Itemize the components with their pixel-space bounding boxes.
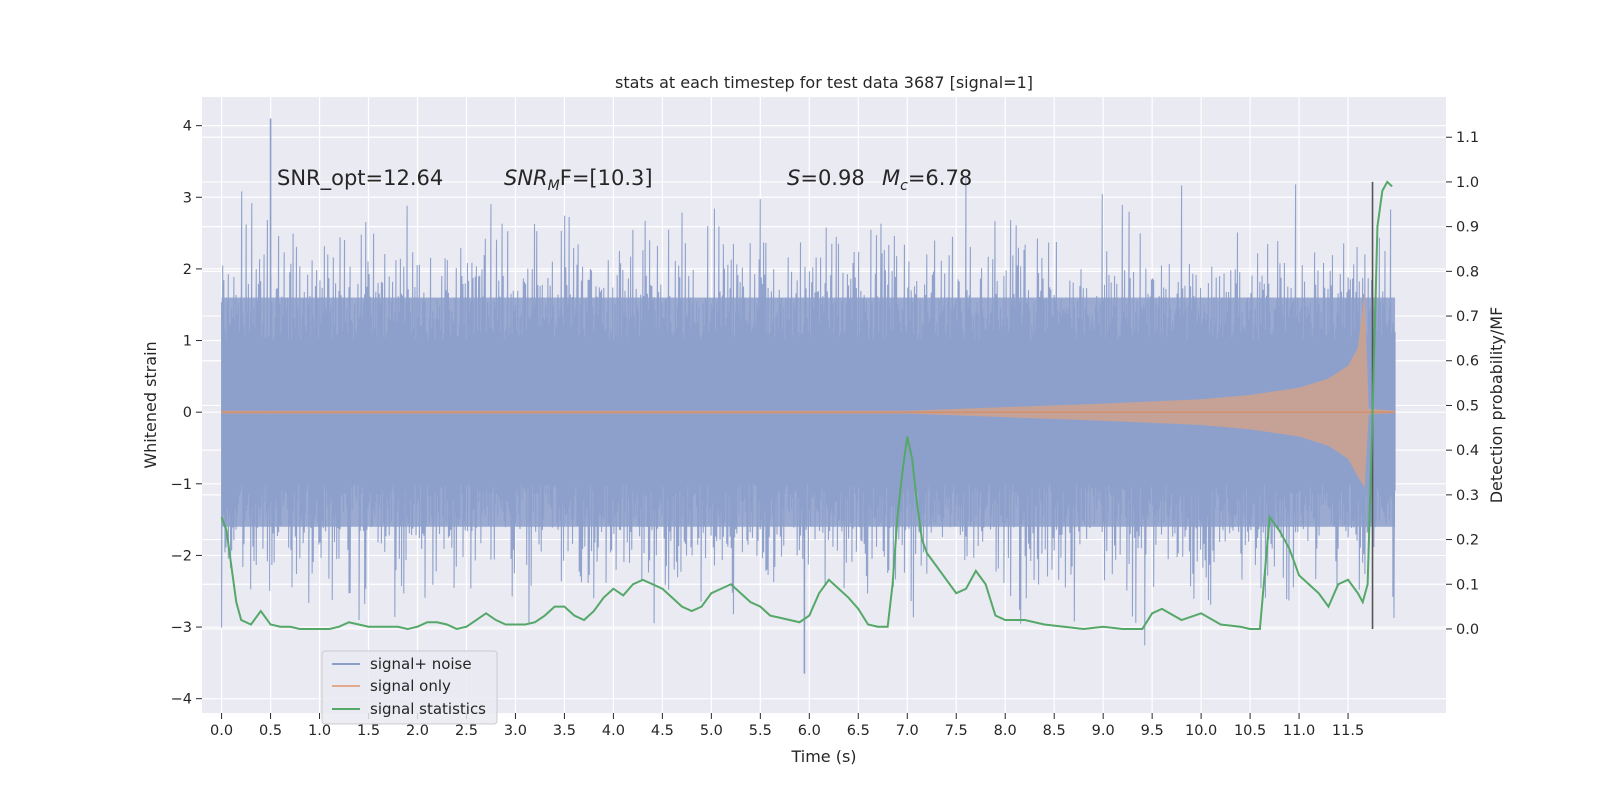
- x-tick-label: 11.5: [1332, 723, 1364, 739]
- annotation-snr-opt: SNR_opt=12.64: [277, 166, 443, 191]
- x-tick-label: 6.5: [847, 723, 870, 739]
- y-left-tick-label: 1: [183, 334, 192, 350]
- annotation-s-val: =0.98: [800, 166, 864, 190]
- annotation-mc-var: M: [882, 166, 900, 190]
- x-tick-label: 2.5: [455, 723, 478, 739]
- x-tick-label: 3.5: [553, 723, 576, 739]
- y-right-tick-label: 0.2: [1456, 533, 1479, 549]
- annotation-mc: Mc=6.78: [882, 166, 972, 194]
- y-left-tick-label: −1: [171, 477, 192, 493]
- series-signal-only: [221, 290, 1396, 488]
- legend-box: [321, 650, 498, 725]
- y-left-tick-label: −3: [171, 620, 192, 636]
- x-tick-label: 0.0: [210, 723, 233, 739]
- y-right-tick-label: 1.1: [1456, 130, 1479, 146]
- legend-label-signal-only: signal only: [370, 677, 451, 695]
- annotation-snr-mf-rest: F=[10.3]: [560, 166, 653, 190]
- x-tick-label: 8.5: [1043, 723, 1066, 739]
- y-right-tick-label: 0.0: [1456, 622, 1479, 638]
- y-left-tick-label: −2: [171, 548, 192, 564]
- annotation-snr-mf-main: SNR: [504, 166, 548, 190]
- annotation-mc-val: =6.78: [908, 166, 972, 190]
- annotation-mc-sub: c: [900, 178, 908, 194]
- x-tick-label: 10.5: [1234, 723, 1266, 739]
- y-left-tick-label: 0: [183, 405, 192, 421]
- y-right-tick-label: 0.3: [1456, 488, 1479, 504]
- x-tick-label: 7.5: [945, 723, 968, 739]
- x-tick-label: 1.0: [308, 723, 331, 739]
- annotation-snr-mf-sub: M: [548, 178, 560, 194]
- x-tick-label: 11.0: [1283, 723, 1315, 739]
- x-tick-label: 5.0: [700, 723, 723, 739]
- y-left-tick-label: 2: [183, 262, 192, 278]
- y-right-tick-label: 0.5: [1456, 398, 1479, 414]
- x-tick-label: 1.5: [357, 723, 380, 739]
- x-tick-label: 0.5: [259, 723, 282, 739]
- x-tick-label: 4.0: [602, 723, 625, 739]
- annotation-snr-mf: SNRMF=[10.3]: [504, 166, 653, 194]
- x-axis-label: Time (s): [790, 747, 856, 766]
- annotation-s-var: S: [787, 166, 800, 190]
- y-right-tick-label: 0.6: [1456, 354, 1479, 370]
- x-tick-label: 6.0: [798, 723, 821, 739]
- annotation-s: S=0.98: [787, 166, 865, 190]
- y-right-tick-label: 0.7: [1456, 309, 1479, 325]
- y-right-tick-label: 0.8: [1456, 264, 1479, 280]
- y-right-tick-label: 0.1: [1456, 577, 1479, 593]
- y-left-tick-label: 3: [183, 190, 192, 206]
- x-tick-label: 3.0: [504, 723, 527, 739]
- x-tick-label: 4.5: [651, 723, 674, 739]
- legend: signal+ noise signal only signal statist…: [321, 650, 498, 725]
- y-left-tick-label: −4: [171, 692, 192, 708]
- chart-title: stats at each timestep for test data 368…: [615, 73, 1033, 92]
- x-tick-label: 10.0: [1185, 723, 1217, 739]
- y-right-tick-label: 0.9: [1456, 220, 1479, 236]
- legend-label-signal-statistics: signal statistics: [370, 700, 486, 718]
- series-signal-statistics: [220, 180, 1393, 631]
- noise-trace: [221, 178, 1396, 646]
- x-tick-label: 9.0: [1092, 723, 1115, 739]
- y-axis-right-label: Detection probability/MF: [1487, 307, 1506, 504]
- y-right-tick-label: 0.4: [1456, 443, 1479, 459]
- x-tick-label: 5.5: [749, 723, 772, 739]
- x-tick-label: 7.0: [896, 723, 919, 739]
- x-tick-label: 9.5: [1141, 723, 1164, 739]
- y-axis-right: 0.0 0.1 0.2 0.3 0.4 0.5 0.6 0.7 0.8 0.9 1.0 1.1: [1446, 130, 1479, 638]
- y-left-tick-label: 4: [183, 119, 192, 135]
- x-tick-label: 2.0: [406, 723, 429, 739]
- x-axis: 0.0 0.5 1.0 1.5 2.0 2.5 3.0 3.5 4.0 4.5 5.0 5.5 6.0 6…: [210, 713, 1364, 739]
- signal-statistics-line: [220, 180, 1393, 631]
- y-axis-left: −4 −3 −2 −1 0 1 2 3 4: [171, 119, 202, 708]
- y-right-tick-label: 1.0: [1456, 175, 1479, 191]
- legend-label-signal-noise: signal+ noise: [370, 655, 472, 673]
- x-tick-label: 8.0: [994, 723, 1017, 739]
- y-axis-left-label: Whitened strain: [141, 341, 160, 468]
